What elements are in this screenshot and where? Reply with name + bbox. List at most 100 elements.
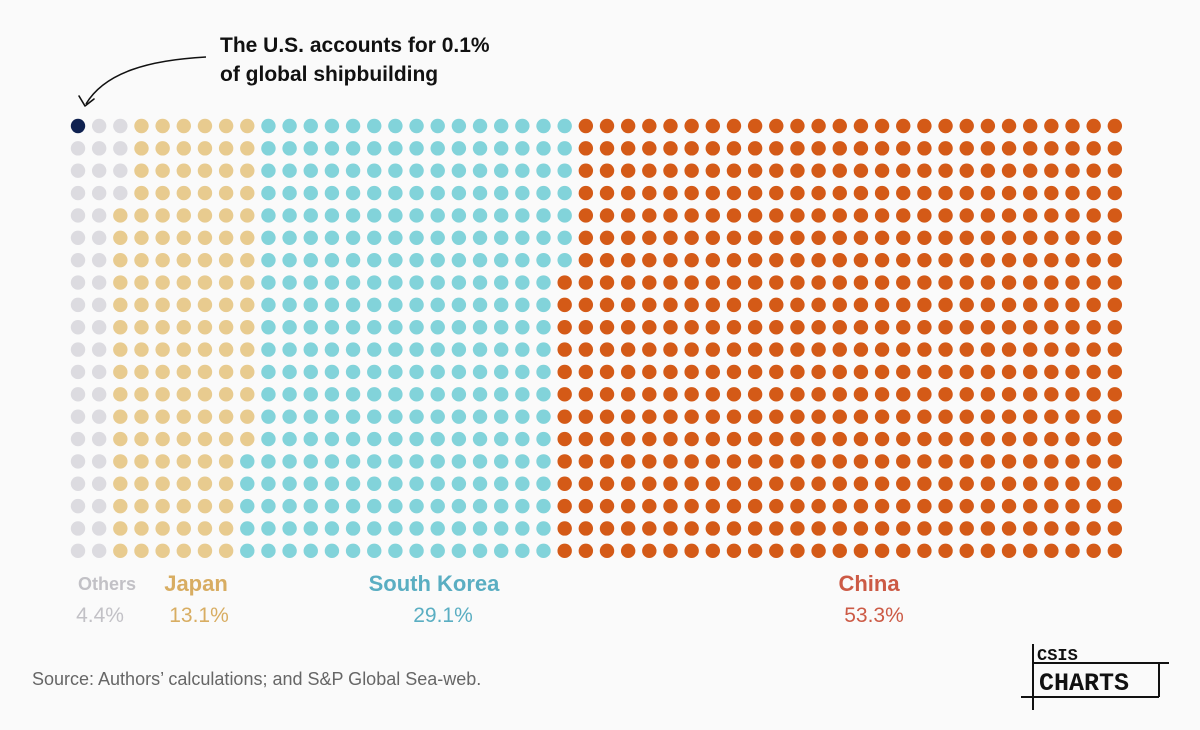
dot-china [578,252,594,268]
dot-china [874,498,890,514]
dot-others [70,208,86,223]
dot-south-korea [472,454,488,469]
dot-china [959,409,974,424]
dot-china [1044,409,1059,424]
dot-china [578,163,594,178]
dot-south-korea [324,431,340,447]
dot-china [811,387,826,402]
dot-south-korea [536,543,551,559]
dot-china [1107,431,1123,447]
legend-others-label: Others [77,574,137,594]
dot-china [1022,364,1038,380]
dot-china [917,185,932,201]
dot-china [578,498,594,514]
dot-china [642,208,657,223]
dot-south-korea [240,521,255,536]
dot-china [853,141,869,156]
dot-south-korea [388,387,403,402]
dot-china [1001,163,1017,178]
dot-others [70,320,86,335]
dot-china [747,454,763,469]
dot-china [938,543,953,559]
dot-china [557,498,572,514]
dot-japan [155,364,170,380]
dot-china [1044,431,1059,447]
dot-china [980,185,996,201]
dot-south-korea [324,275,340,290]
dot-china [811,476,826,491]
dot-china [578,342,594,357]
dot-south-korea [388,521,403,536]
dot-china [1086,141,1101,156]
dot-u-s [70,118,86,134]
dot-japan [218,252,234,268]
dot-china [874,431,890,447]
dot-japan [155,387,170,402]
dot-south-korea [367,275,382,290]
dot-china [620,185,636,201]
dot-south-korea [451,409,467,424]
dot-china [853,387,869,402]
dot-japan [134,387,149,402]
dot-china [917,141,932,156]
dot-china [769,141,784,156]
dot-south-korea [282,498,297,514]
dot-china [1044,275,1059,290]
dot-others [91,409,107,424]
dot-china [769,230,784,245]
dot-china [959,431,974,447]
dot-china [642,163,657,178]
dot-south-korea [451,342,467,357]
dot-south-korea [451,521,467,536]
annotation-line-2: of global shipbuilding [220,63,439,86]
dot-japan [240,252,255,268]
dot-china [917,387,932,402]
dot-japan [218,297,234,313]
dot-south-korea [345,364,361,380]
source-note: Source: Authors’ calculations; and S&P G… [32,669,482,689]
dot-south-korea [261,275,276,290]
dot-china [874,543,890,559]
dot-china [938,141,953,156]
dot-south-korea [324,185,340,201]
dot-south-korea [388,275,403,290]
dot-south-korea [345,141,361,156]
dot-japan [155,297,170,313]
dot-china [811,185,826,201]
dot-china [832,185,847,201]
dot-china [769,454,784,469]
dot-japan [176,476,191,491]
dot-china [578,275,594,290]
dot-china [896,185,911,201]
dot-china [1065,320,1080,335]
dot-south-korea [472,275,488,290]
dot-china [620,320,636,335]
dot-japan [134,252,149,268]
dot-china [705,476,720,491]
dot-south-korea [345,543,361,559]
dot-south-korea [282,297,297,313]
dot-china [790,118,805,134]
dot-south-korea [261,364,276,380]
dot-south-korea [557,185,572,201]
dot-south-korea [409,118,424,134]
dot-japan [197,118,213,134]
dot-china [1086,387,1101,402]
dot-south-korea [345,297,361,313]
dot-china [1044,364,1059,380]
dot-china [578,297,594,313]
dot-others [91,498,107,514]
dot-japan [134,297,149,313]
dot-china [917,543,932,559]
dot-china [790,431,805,447]
dot-china [896,297,911,313]
dot-china [832,342,847,357]
dot-south-korea [515,252,530,268]
dot-south-korea [494,521,509,536]
dot-south-korea [409,409,424,424]
dot-china [599,342,615,357]
dot-south-korea [303,409,318,424]
dot-japan [134,208,149,223]
dot-china [1001,320,1017,335]
